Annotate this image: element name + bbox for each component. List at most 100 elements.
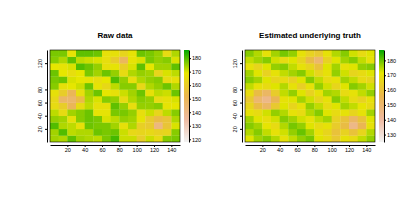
cell (262, 96, 271, 103)
cell (314, 103, 323, 110)
cell (280, 76, 289, 83)
colorbar-tick-label: 170 (192, 69, 201, 75)
cell (93, 50, 102, 57)
cell (59, 129, 68, 136)
cell (59, 116, 68, 123)
cell (332, 50, 341, 57)
cell (111, 63, 120, 70)
cell (102, 135, 111, 142)
cell (50, 109, 59, 116)
cell (332, 122, 341, 129)
colorbar-axis: 120130140150160170180 (189, 51, 201, 143)
colorbar-tick: 160 (384, 87, 396, 93)
cell (102, 109, 111, 116)
cell (314, 63, 323, 70)
cell (314, 122, 323, 129)
cell (102, 89, 111, 96)
colorbar-axis-line (189, 51, 190, 143)
cell (145, 50, 154, 57)
cell (271, 116, 280, 123)
cell (245, 122, 254, 129)
cell (171, 96, 180, 103)
y-tick: 20 (37, 126, 47, 132)
colorbar-tick: 140 (384, 117, 396, 123)
colorbar-tick-mark (189, 99, 191, 100)
cell (297, 50, 306, 57)
cell (111, 76, 120, 83)
cell (332, 135, 341, 142)
cell (137, 83, 146, 90)
cell (332, 116, 341, 123)
colorbar-tick-mark (384, 120, 386, 121)
cell (323, 83, 332, 90)
cell (358, 70, 367, 77)
cell (349, 109, 358, 116)
cell (271, 96, 280, 103)
cell (102, 129, 111, 136)
cell (67, 70, 76, 77)
cell (323, 129, 332, 136)
colorbar-tick-label: 120 (192, 137, 201, 143)
cell (59, 63, 68, 70)
y-tick-mark (45, 129, 47, 130)
cell (171, 109, 180, 116)
cell (119, 50, 128, 57)
cell (85, 76, 94, 83)
cell (245, 76, 254, 83)
colorbar (379, 50, 384, 142)
cell (50, 103, 59, 110)
cell (128, 57, 137, 64)
cell (323, 89, 332, 96)
x-tick-label: 40 (277, 147, 283, 153)
cell (59, 135, 68, 142)
colorbar-tick-label: 130 (387, 132, 396, 138)
y-tick-mark (240, 63, 242, 64)
cell (171, 129, 180, 136)
y-tick-label: 20 (37, 126, 43, 132)
panel: 2040608010012014020406080120Raw data1201… (37, 31, 201, 153)
cell (340, 63, 349, 70)
cell (93, 63, 102, 70)
cell (50, 116, 59, 123)
cell (102, 103, 111, 110)
cell (340, 96, 349, 103)
y-tick: 80 (232, 87, 242, 93)
cell (145, 70, 154, 77)
cell (349, 89, 358, 96)
x-tick: 40 (82, 145, 88, 153)
cell (111, 57, 120, 64)
cell (280, 70, 289, 77)
cell (314, 83, 323, 90)
cell (111, 70, 120, 77)
cell (85, 50, 94, 57)
cell (137, 122, 146, 129)
cell (163, 63, 172, 70)
cell (93, 103, 102, 110)
colorbar-tick: 140 (189, 109, 201, 115)
cell (254, 70, 263, 77)
cell (59, 83, 68, 90)
cell (366, 96, 375, 103)
cell (271, 122, 280, 129)
cell (306, 83, 315, 90)
cell (76, 129, 85, 136)
cell (163, 57, 172, 64)
cell (85, 57, 94, 64)
x-tick-label: 60 (294, 147, 300, 153)
cell (163, 83, 172, 90)
cell (163, 96, 172, 103)
cell (137, 129, 146, 136)
cell (154, 83, 163, 90)
cell (163, 122, 172, 129)
cell (76, 76, 85, 83)
cell (67, 89, 76, 96)
colorbar-tick-mark (384, 90, 386, 91)
x-tick-label: 20 (65, 147, 71, 153)
cell (288, 116, 297, 123)
cell (76, 96, 85, 103)
colorbar-tick: 160 (189, 82, 201, 88)
cell (288, 57, 297, 64)
cell (119, 96, 128, 103)
cell (128, 116, 137, 123)
cell (349, 103, 358, 110)
